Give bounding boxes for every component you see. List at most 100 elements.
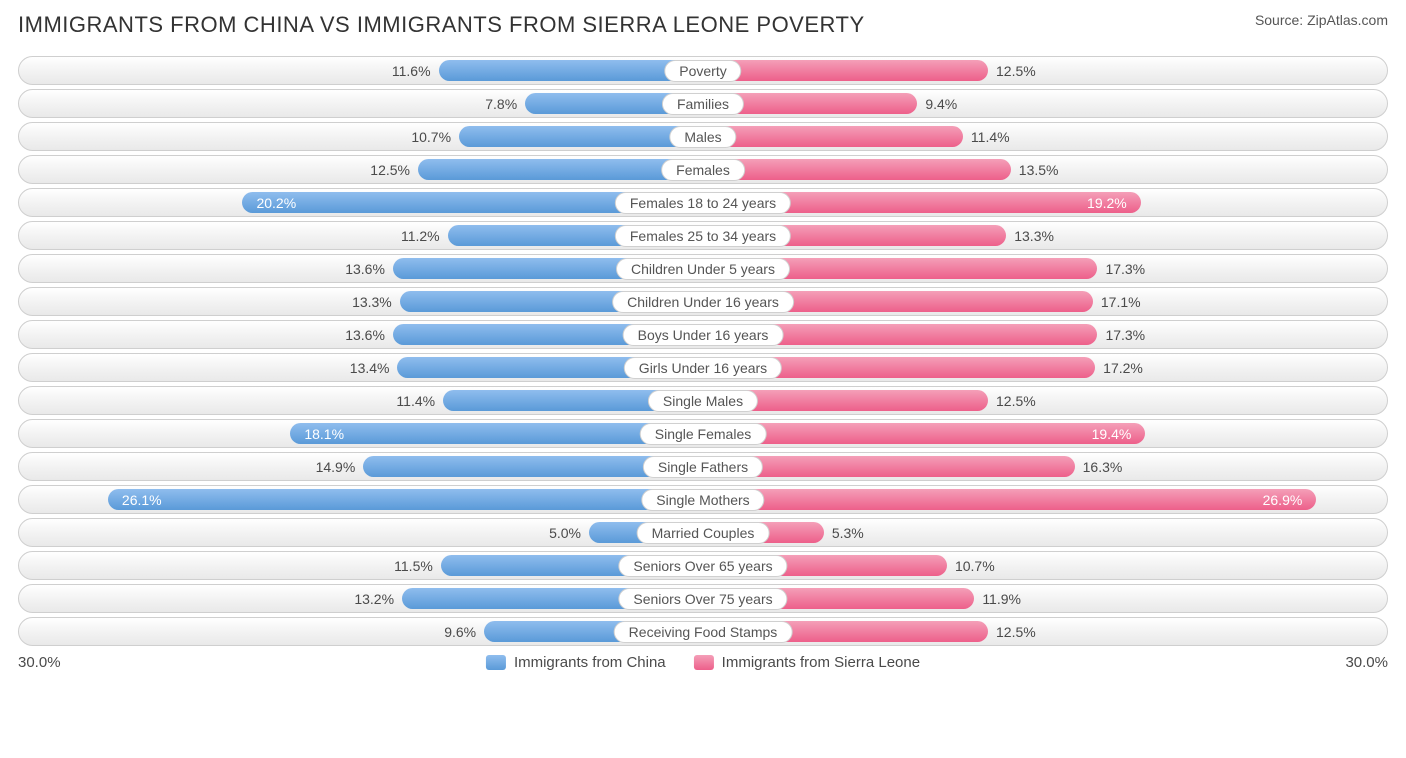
category-label: Poverty (664, 60, 741, 82)
bar-wrap-right: 26.9% (703, 489, 1387, 510)
value-label-right: 19.4% (1084, 426, 1140, 442)
bar-wrap-right: 19.4% (703, 423, 1387, 444)
value-label-right: 12.5% (988, 63, 1044, 79)
category-label: Girls Under 16 years (624, 357, 782, 379)
value-label-left: 13.6% (337, 261, 393, 277)
chart-row: 14.9% 16.3%Single Fathers (18, 452, 1388, 481)
value-label-left: 14.9% (308, 459, 364, 475)
bar-wrap-right: 17.3% (703, 258, 1387, 279)
chart-row: 11.5%10.7%Seniors Over 65 years (18, 551, 1388, 580)
value-label-right: 17.3% (1097, 327, 1153, 343)
bar-wrap-right: 9.4% (703, 93, 1387, 114)
legend-item-right: Immigrants from Sierra Leone (694, 654, 920, 671)
chart-row: 7.8%9.4%Families (18, 89, 1388, 118)
bar-wrap-left: 13.4% (19, 357, 703, 378)
bar-wrap-left: 13.2% (19, 588, 703, 609)
bar-wrap-left: 26.1% (19, 489, 703, 510)
legend: Immigrants from China Immigrants from Si… (486, 654, 920, 671)
chart-row: 20.2%19.2%Females 18 to 24 years (18, 188, 1388, 217)
category-label: Married Couples (637, 522, 770, 544)
value-label-left: 18.1% (296, 426, 352, 442)
value-label-right: 11.9% (974, 591, 1029, 607)
legend-swatch-right (694, 655, 714, 670)
legend-label-right: Immigrants from Sierra Leone (722, 654, 920, 671)
bar-right: 26.9% (703, 489, 1316, 510)
value-label-right: 10.7% (947, 558, 1003, 574)
category-label: Receiving Food Stamps (614, 621, 793, 643)
bar-wrap-right: 19.2% (703, 192, 1387, 213)
bar-wrap-left: 18.1% (19, 423, 703, 444)
bar-wrap-left: 11.6% (19, 60, 703, 81)
value-label-left: 13.4% (342, 360, 398, 376)
category-label: Females (661, 159, 745, 181)
category-label: Females 18 to 24 years (615, 192, 791, 214)
bar-right (703, 159, 1011, 180)
bar-wrap-left: 20.2% (19, 192, 703, 213)
bar-wrap-left: 5.0% (19, 522, 703, 543)
value-label-right: 11.4% (963, 129, 1018, 145)
category-label: Children Under 16 years (612, 291, 794, 313)
bar-wrap-left: 11.2% (19, 225, 703, 246)
value-label-right: 9.4% (917, 96, 965, 112)
chart-row: 13.3% 17.1% Children Under 16 years (18, 287, 1388, 316)
value-label-right: 17.1% (1093, 294, 1149, 310)
bar-wrap-left: 9.6% (19, 621, 703, 642)
bar-wrap-left: 12.5% (19, 159, 703, 180)
bar-wrap-right: 11.4% (703, 126, 1387, 147)
category-label: Single Mothers (641, 489, 764, 511)
value-label-left: 11.6% (384, 63, 439, 79)
chart-row: 10.7% 11.4% Males (18, 122, 1388, 151)
chart-row: 11.4%12.5%Single Males (18, 386, 1388, 415)
bar-wrap-right: 12.5% (703, 621, 1387, 642)
category-label: Single Females (640, 423, 767, 445)
bar-wrap-left: 11.4% (19, 390, 703, 411)
bar-wrap-left: 13.6% (19, 258, 703, 279)
value-label-right: 5.3% (824, 525, 872, 541)
bar-wrap-right: 13.5% (703, 159, 1387, 180)
chart-row: 11.6% 12.5% Poverty (18, 56, 1388, 85)
chart-row: 11.2%13.3%Females 25 to 34 years (18, 221, 1388, 250)
value-label-left: 12.5% (362, 162, 418, 178)
bar-wrap-right: 16.3% (703, 456, 1387, 477)
chart-footer: 30.0% Immigrants from China Immigrants f… (18, 654, 1388, 671)
category-label: Males (669, 126, 736, 148)
bar-wrap-right: 12.5% (703, 390, 1387, 411)
value-label-left: 9.6% (436, 624, 484, 640)
legend-label-left: Immigrants from China (514, 654, 666, 671)
bar-wrap-right: 10.7% (703, 555, 1387, 576)
bar-wrap-left: 10.7% (19, 126, 703, 147)
legend-item-left: Immigrants from China (486, 654, 666, 671)
bar-right (703, 60, 988, 81)
category-label: Children Under 5 years (616, 258, 790, 280)
bar-wrap-left: 11.5% (19, 555, 703, 576)
chart-row: 12.5% 13.5% Females (18, 155, 1388, 184)
axis-max-left: 30.0% (18, 654, 61, 671)
bar-wrap-right: 11.9% (703, 588, 1387, 609)
legend-swatch-left (486, 655, 506, 670)
bar-left (459, 126, 703, 147)
value-label-left: 5.0% (541, 525, 589, 541)
value-label-right: 17.3% (1097, 261, 1153, 277)
axis-max-right: 30.0% (1345, 654, 1388, 671)
value-label-right: 13.3% (1006, 228, 1062, 244)
value-label-left: 10.7% (403, 129, 459, 145)
category-label: Boys Under 16 years (623, 324, 784, 346)
bar-wrap-left: 13.3% (19, 291, 703, 312)
chart-row: 26.1% 26.9% Single Mothers (18, 485, 1388, 514)
source-attribution: Source: ZipAtlas.com (1255, 12, 1388, 28)
chart-row: 18.1% 19.4% Single Females (18, 419, 1388, 448)
value-label-left: 11.5% (386, 558, 441, 574)
bar-wrap-right: 13.3% (703, 225, 1387, 246)
bar-wrap-right: 17.1% (703, 291, 1387, 312)
bar-right (703, 126, 963, 147)
chart-row: 13.6% 17.3% Boys Under 16 years (18, 320, 1388, 349)
bar-wrap-right: 17.3% (703, 324, 1387, 345)
bar-left: 26.1% (108, 489, 703, 510)
bar-wrap-left: 13.6% (19, 324, 703, 345)
value-label-right: 26.9% (1255, 492, 1311, 508)
bar-wrap-right: 12.5% (703, 60, 1387, 81)
category-label: Single Fathers (643, 456, 763, 478)
value-label-right: 13.5% (1011, 162, 1067, 178)
source-prefix: Source: (1255, 12, 1303, 28)
chart-row: 13.6% 17.3% Children Under 5 years (18, 254, 1388, 283)
